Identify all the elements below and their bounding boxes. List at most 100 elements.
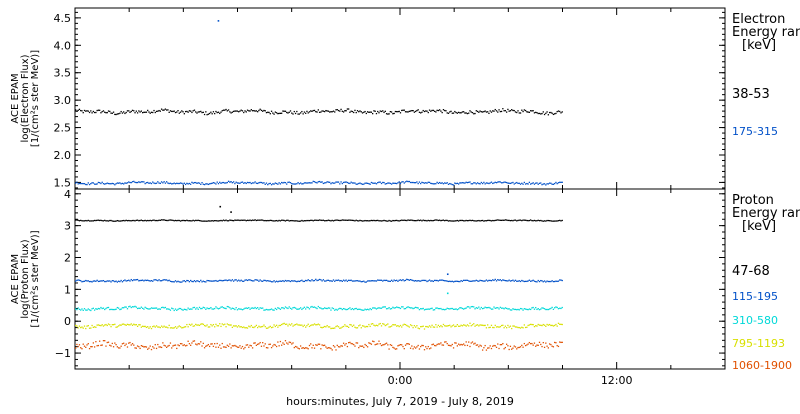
data-point (128, 342, 130, 344)
data-point (521, 182, 523, 184)
data-point (461, 344, 464, 346)
data-point (360, 183, 362, 185)
data-point (296, 183, 298, 185)
data-point (509, 220, 512, 222)
data-point (451, 307, 453, 310)
data-point (97, 307, 100, 310)
data-point (238, 182, 240, 184)
data-point (140, 326, 143, 328)
data-point (286, 111, 288, 114)
data-point (289, 182, 292, 184)
data-point (401, 109, 403, 112)
data-point (131, 343, 134, 345)
data-point (289, 341, 292, 344)
data-point (531, 280, 533, 282)
data-point (492, 345, 494, 347)
data-point (349, 341, 351, 344)
data-point (418, 328, 421, 330)
data-point (104, 183, 106, 185)
data-point (531, 110, 533, 112)
data-point (378, 112, 380, 114)
data-point (76, 308, 78, 311)
data-point (536, 308, 538, 311)
data-point (379, 181, 381, 183)
data-point (154, 326, 156, 328)
data-point (110, 325, 112, 328)
data-point (203, 281, 206, 283)
data-point (318, 324, 321, 326)
series-38-53 (75, 108, 563, 116)
data-point (348, 182, 350, 184)
data-point (521, 219, 523, 222)
data-point (140, 181, 143, 183)
data-point (485, 279, 488, 281)
data-point (140, 306, 143, 308)
data-point (92, 326, 94, 328)
data-point (225, 346, 227, 349)
data-point (536, 182, 538, 184)
data-point (241, 309, 244, 311)
data-point (456, 323, 458, 326)
data-point (329, 280, 331, 282)
data-point (351, 325, 354, 328)
data-point (368, 183, 370, 185)
data-point (164, 345, 167, 347)
data-point (538, 309, 541, 311)
data-point (509, 280, 512, 282)
data-point (350, 342, 352, 345)
data-point (148, 347, 150, 349)
data-point (470, 183, 472, 185)
data-point (345, 325, 347, 327)
data-point (244, 110, 246, 112)
data-point (369, 307, 371, 310)
data-point (253, 182, 255, 184)
data-point (248, 110, 250, 112)
data-point (483, 307, 485, 309)
data-point (287, 343, 289, 345)
data-point (302, 325, 304, 328)
data-point (216, 111, 218, 114)
data-point (397, 306, 399, 309)
data-point (76, 219, 78, 221)
data-point (493, 344, 495, 347)
data-point (244, 279, 246, 281)
data-point (446, 112, 448, 114)
data-point (88, 327, 91, 329)
data-point (148, 220, 150, 222)
data-point (234, 325, 236, 327)
data-point (136, 112, 139, 114)
data-point (364, 182, 366, 184)
data-point (326, 324, 328, 327)
data-point (418, 111, 421, 113)
data-point (93, 280, 96, 282)
data-point (200, 323, 202, 325)
data-point (222, 279, 225, 282)
data-point (307, 306, 309, 309)
data-point (431, 182, 433, 185)
data-point (123, 323, 125, 325)
data-point (550, 307, 552, 310)
data-point (495, 219, 498, 221)
data-point (344, 344, 346, 346)
data-point (494, 345, 496, 347)
data-point (374, 110, 376, 112)
data-point (464, 112, 466, 114)
data-point (249, 181, 251, 184)
data-point (101, 344, 103, 346)
data-point (91, 220, 93, 222)
data-point (126, 346, 129, 348)
data-point (250, 324, 252, 327)
data-point (92, 110, 94, 113)
data-point (293, 346, 295, 349)
data-point (478, 346, 480, 348)
data-point (557, 220, 560, 222)
data-point (138, 110, 140, 112)
data-point (112, 280, 115, 282)
data-point (318, 278, 321, 281)
data-point (179, 111, 182, 113)
data-point (509, 325, 512, 327)
data-point (487, 182, 489, 184)
data-point (440, 324, 442, 327)
data-point (546, 323, 548, 326)
data-point (159, 110, 161, 112)
